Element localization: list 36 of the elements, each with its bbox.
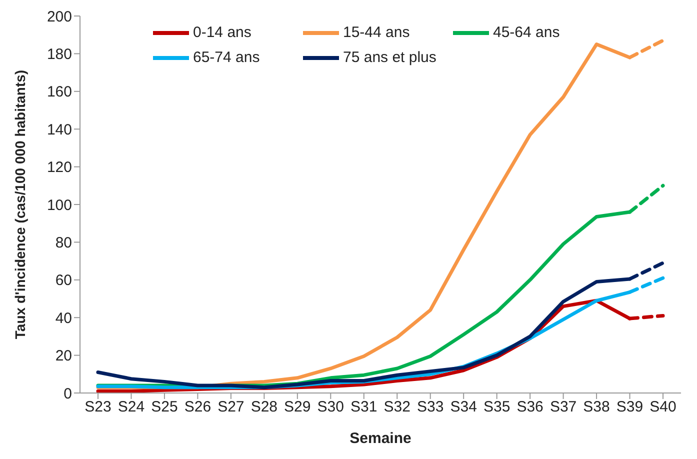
x-tick-label: S29 (284, 398, 311, 416)
x-tick-label: S25 (151, 398, 178, 416)
x-tick-label: S30 (317, 398, 344, 416)
y-tick-label: 120 (46, 159, 72, 176)
x-tick-label: S26 (184, 398, 212, 416)
x-tick-label: S28 (250, 398, 278, 416)
x-tick-label: S31 (350, 398, 378, 416)
x-tick-label: S32 (384, 398, 410, 416)
x-tick-label: S27 (218, 398, 244, 416)
x-tick-label: S39 (616, 398, 644, 416)
x-tick-label: S38 (583, 398, 610, 416)
y-tick-label: 40 (55, 310, 72, 327)
y-tick-label: 160 (46, 84, 72, 101)
y-axis-title: Taux d'incidence (cas/100 000 habitants) (12, 70, 28, 340)
x-axis-title: Semaine (350, 430, 412, 447)
legend-label: 15-44 ans (343, 24, 410, 41)
y-tick-label: 80 (55, 234, 72, 252)
x-tick-label: S36 (516, 398, 544, 416)
y-tick-label: 60 (55, 272, 72, 290)
x-tick-label: S37 (550, 398, 577, 416)
y-tick-label: 140 (46, 121, 72, 138)
x-tick-label: S40 (650, 398, 676, 416)
y-tick-label: 200 (46, 8, 72, 26)
x-tick-label: S35 (483, 398, 510, 416)
legend-label: 0-14 ans (193, 24, 252, 41)
legend-label: 65-74 ans (193, 49, 260, 66)
x-tick-label: S24 (118, 398, 145, 416)
x-tick-label: S23 (84, 398, 112, 416)
x-tick-label: S34 (450, 398, 477, 416)
y-tick-label: 100 (46, 196, 72, 214)
x-tick-label: S33 (417, 398, 444, 416)
y-tick-label: 180 (46, 46, 72, 64)
y-tick-label: 20 (55, 348, 72, 365)
y-tick-label: 0 (64, 385, 72, 402)
legend-label: 75 ans et plus (343, 49, 436, 66)
legend-label: 45-64 ans (493, 24, 560, 41)
